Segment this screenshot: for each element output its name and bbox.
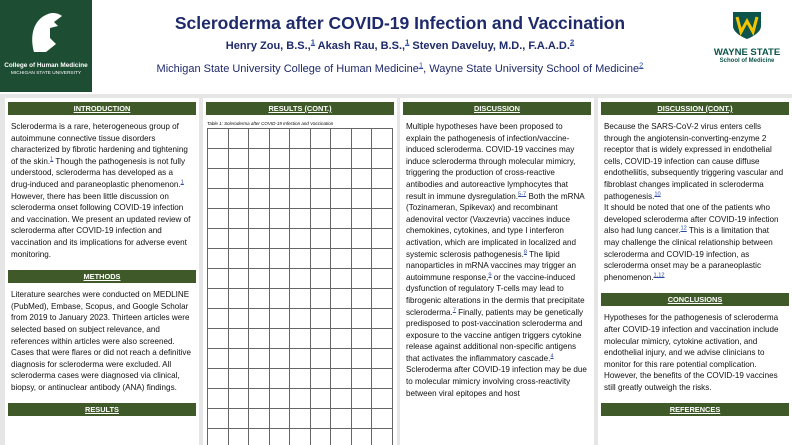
column: DISCUSSION (CONT.) Because the SARS-CoV-2… (598, 98, 792, 445)
text-run: or the vaccine-induced dysfunction of re… (406, 272, 585, 317)
affiliations: Michigan State University College of Hum… (100, 60, 700, 75)
citation: 7 (452, 306, 456, 313)
citation: 1 (418, 60, 424, 70)
table-caption: Table 1: Scleroderma after COVID-19 Infe… (207, 121, 334, 126)
paragraph: Hypotheses for the pathogenesis of scler… (604, 312, 786, 393)
right-logo: WAYNE STATE School of Medicine (712, 10, 782, 64)
text-run: This is a limitation that may challenge … (604, 226, 773, 282)
text-run: The lipid nanoparticles in mRNA vaccines… (406, 249, 577, 282)
paragraph: Multiple hypotheses have been proposed t… (406, 121, 588, 399)
section-heading: CONCLUSIONS (601, 293, 789, 307)
citation: 1 (180, 179, 184, 186)
citation: 2 (639, 60, 644, 70)
text-run: Scleroderma after COVID-19 infection may… (406, 365, 587, 398)
results-table (207, 128, 393, 445)
citation: 8 (523, 248, 528, 255)
paragraph: It should be noted that one of the patie… (604, 202, 786, 283)
logo-text: WAYNE STATE (713, 47, 781, 58)
column: INTRODUCTION Scleroderma is a rare, heter… (5, 98, 199, 445)
section-heading: REFERENCES (601, 403, 789, 417)
text-run: Steven Daveluy, M.D., F.A.A.D. (409, 40, 570, 52)
section-heading: INTRODUCTION (8, 102, 196, 115)
section-heading: DISCUSSION (CONT.) (601, 102, 789, 115)
citation: 10 (654, 190, 661, 197)
title: Scleroderma after COVID-19 Infection and… (174, 13, 626, 33)
w-shield (733, 12, 761, 39)
text-run: Multiple hypotheses have been proposed t… (406, 122, 576, 201)
text-run: Henry Zou, B.S., (225, 40, 311, 52)
citation: 2 (569, 37, 575, 47)
citation: 1 (405, 37, 410, 47)
section-heading: METHODS (8, 270, 196, 284)
header: College of Human Medicine MICHIGAN STATE… (0, 0, 792, 94)
text-run: Finally, patients may be genetically pre… (406, 307, 584, 363)
text-run: Michigan State University College of Hum… (156, 63, 419, 75)
column: RESULTS (CONT.) Table 1: Scleroderma afte… (203, 98, 397, 445)
logo-text: School of Medicine (719, 58, 775, 64)
logo-text: College of Human Medicine (4, 62, 88, 69)
text-run: , Wayne State University School of Medic… (423, 63, 640, 75)
section-heading: RESULTS (CONT.) (206, 102, 394, 115)
text-run: Though the pathogenesis is not fully und… (11, 156, 186, 189)
citation: 1,12 (653, 272, 665, 279)
citation: 9 (488, 272, 492, 279)
authors: Henry Zou, B.S.,1 Akash Rau, B.S.,1 Stev… (100, 37, 700, 52)
text-run: Hypotheses for the pathogenesis of scler… (604, 313, 779, 392)
text-run: However, there has been little discussio… (11, 191, 191, 259)
citation: 1 (50, 156, 54, 163)
logo-text: MICHIGAN STATE UNIVERSITY (10, 71, 82, 76)
paragraph: Because the SARS-CoV-2 virus enters cell… (604, 121, 786, 202)
text-run: Literature searches were conducted on ME… (11, 290, 191, 392)
paragraph: Scleroderma is a rare, heterogeneous gro… (11, 121, 193, 260)
spartan-helmet (32, 13, 62, 52)
section-heading: RESULTS (8, 403, 196, 417)
text-run: It should be noted that one of the patie… (604, 203, 779, 236)
paragraph: Literature searches were conducted on ME… (11, 289, 193, 393)
column: DISCUSSION Multiple hypotheses have been … (400, 98, 594, 445)
citation: 12 (680, 225, 687, 232)
text-run: Akash Rau, B.S., (315, 40, 406, 52)
citation: 1 (310, 37, 316, 47)
citation: 4 (550, 353, 554, 360)
text-run: Because the SARS-CoV-2 virus enters cell… (604, 122, 784, 201)
section-heading: DISCUSSION (403, 102, 591, 115)
text-run: Both the mRNA (Tozinameran, Spikevax) an… (406, 191, 585, 259)
text-run: Scleroderma is a rare, heterogeneous gro… (11, 122, 188, 166)
left-logo: College of Human Medicine MICHIGAN STATE… (0, 0, 92, 92)
citation: 5-7 (518, 190, 527, 197)
